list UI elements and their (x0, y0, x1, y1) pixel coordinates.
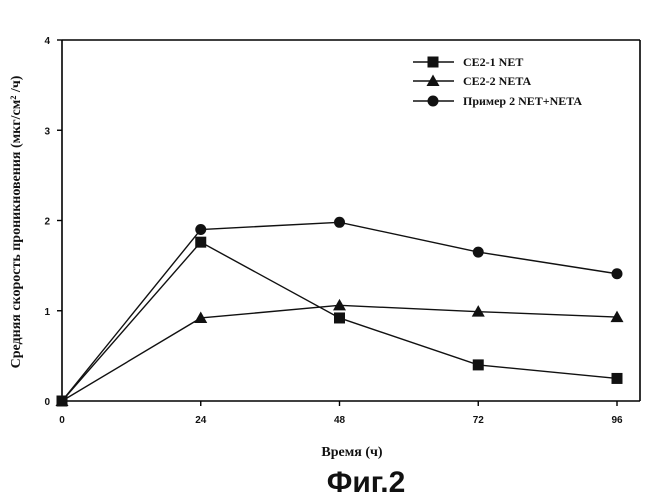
data-point-square (334, 312, 345, 323)
y-tick-label: 0 (44, 397, 50, 408)
x-axis-label: Время (ч) (321, 445, 383, 460)
y-tick-label: 1 (44, 307, 50, 318)
data-point-circle (57, 396, 68, 407)
series-3 (57, 217, 623, 407)
figure-caption: Фиг.2 (327, 466, 406, 499)
legend: CE2-1 NET CE2-2 NETA Пример 2 NET+NETA (413, 55, 582, 108)
data-point-square (612, 373, 623, 384)
y-tick-label: 3 (44, 126, 50, 137)
y-tick-label: 2 (44, 217, 50, 228)
legend-item: CE2-2 NETA (413, 74, 531, 88)
data-point-square (195, 237, 206, 248)
legend-label: CE2-1 NET (463, 55, 523, 69)
x-tick-label: 24 (195, 415, 207, 426)
x-tick-label: 96 (611, 415, 623, 426)
x-axis-ticks: 0 24 48 72 96 (59, 401, 623, 426)
x-tick-label: 72 (473, 415, 485, 426)
data-point-triangle (333, 299, 346, 311)
data-point-square (473, 359, 484, 370)
y-axis-label: Средняя скорость проникновения (мкг/см² … (9, 75, 24, 368)
data-point-circle (195, 224, 206, 235)
data-point-circle (473, 247, 484, 258)
x-tick-label: 0 (59, 415, 65, 426)
series-line (62, 222, 617, 401)
legend-label: Пример 2 NET+NETA (463, 94, 582, 108)
legend-label: CE2-2 NETA (463, 74, 531, 88)
legend-marker-circle (428, 96, 439, 107)
legend-marker-square (428, 57, 439, 68)
legend-item: CE2-1 NET (413, 55, 523, 69)
data-point-circle (612, 268, 623, 279)
series-layer (56, 217, 624, 407)
legend-marker-triangle (427, 75, 440, 87)
data-point-circle (334, 217, 345, 228)
y-axis-ticks: 0 1 2 3 4 (44, 36, 62, 408)
legend-item: Пример 2 NET+NETA (413, 94, 582, 108)
x-tick-label: 48 (334, 415, 346, 426)
series-1 (57, 237, 623, 407)
y-tick-label: 4 (44, 36, 50, 47)
